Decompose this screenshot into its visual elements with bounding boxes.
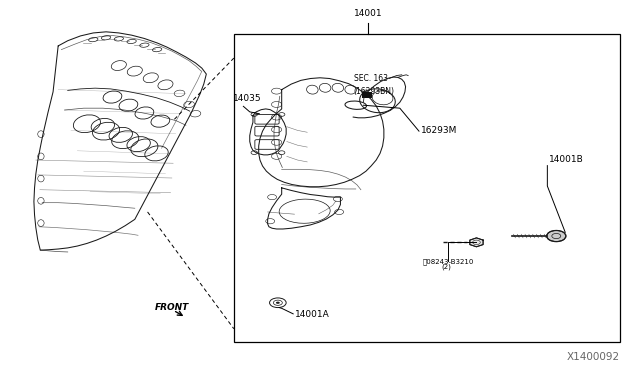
Text: X1400092: X1400092 [567,352,620,362]
Text: FRONT: FRONT [156,303,189,312]
Text: 14001A: 14001A [295,311,330,320]
Text: (16293BN): (16293BN) [354,87,395,96]
Text: 14035: 14035 [233,94,262,103]
Text: 14001: 14001 [353,9,382,19]
Text: 16293M: 16293M [421,126,457,135]
Polygon shape [470,238,483,247]
Circle shape [547,231,566,241]
Text: SEC. 163: SEC. 163 [354,74,388,83]
Text: Ⓝ08243-B3210: Ⓝ08243-B3210 [422,258,474,265]
Circle shape [276,302,280,304]
Text: 14001B: 14001B [548,155,584,164]
Bar [234,34,620,341]
Text: (2): (2) [442,263,451,270]
FancyBboxPatch shape [362,92,372,98]
